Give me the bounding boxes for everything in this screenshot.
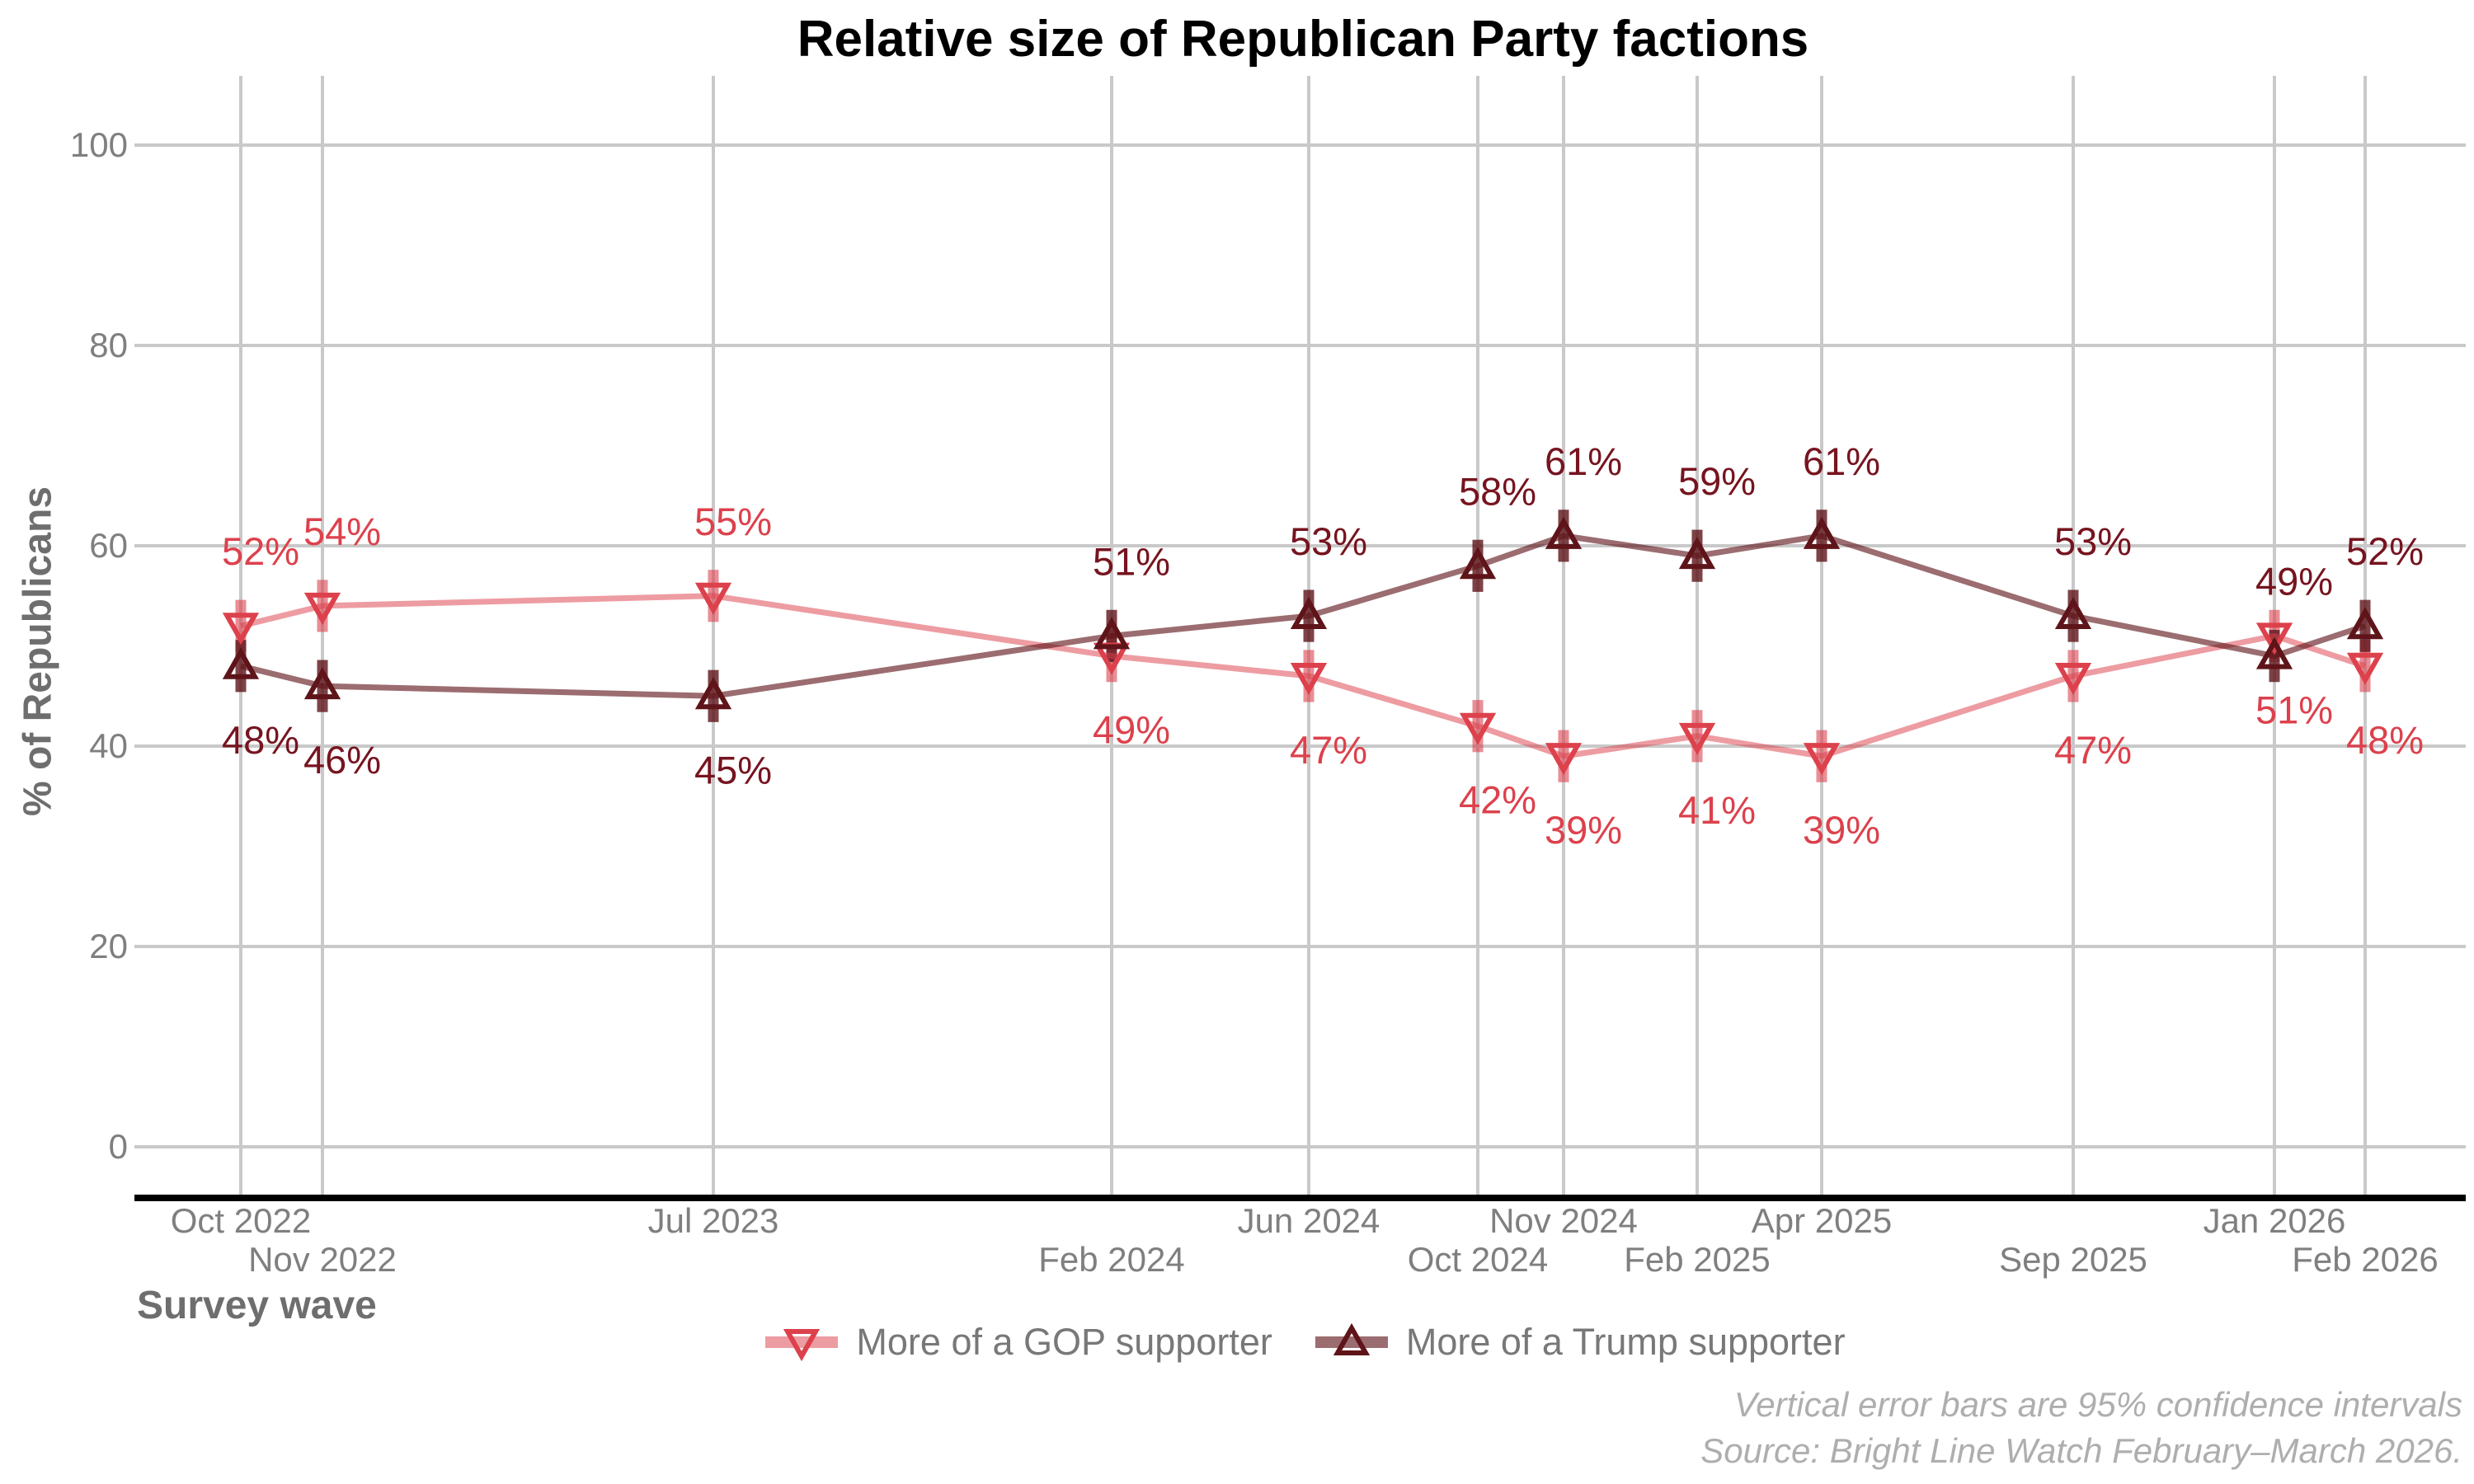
series-line-gop	[240, 593, 2367, 759]
y-tick-label: 80	[89, 326, 128, 364]
y-tick-label: 60	[89, 526, 128, 565]
marker-gop	[1803, 743, 1841, 776]
marker-trump	[1678, 537, 1716, 570]
chart-title: Relative size of Republican Party factio…	[797, 11, 1809, 68]
point-label-gop: 54%	[303, 510, 381, 553]
y-tick-label: 40	[89, 726, 128, 765]
point-label-gop: 52%	[222, 529, 299, 573]
marker-gop	[2346, 652, 2384, 685]
legend-item-gop: More of a GOP supporter	[760, 1319, 1272, 1365]
marker-gop	[222, 613, 260, 646]
x-tick-label: Oct 2024	[1408, 1240, 1548, 1279]
marker-trump	[2255, 636, 2293, 669]
x-axis-title: Survey wave	[137, 1284, 377, 1327]
point-label-trump: 61%	[1545, 439, 1622, 483]
point-label-gop: 51%	[2255, 688, 2333, 731]
legend-key-marker-gop	[783, 1329, 821, 1362]
point-label-trump: 53%	[1290, 519, 1367, 563]
point-label-trump: 51%	[1093, 539, 1170, 583]
point-label-gop: 47%	[2054, 728, 2132, 772]
marker-trump	[1803, 516, 1841, 549]
x-tick-label: Feb 2024	[1038, 1240, 1184, 1279]
marker-trump	[1459, 547, 1497, 580]
marker-gop	[2255, 622, 2293, 655]
marker-gop	[2054, 662, 2092, 696]
y-tick-label: 100	[70, 125, 128, 164]
marker-gop	[694, 582, 732, 615]
legend: More of a GOP supporter More of a Trump …	[140, 1319, 2466, 1365]
legend-label-gop: More of a GOP supporter	[856, 1321, 1272, 1363]
marker-trump	[1290, 596, 1328, 630]
caption-line-2: Source: Bright Line Watch February–March…	[1700, 1431, 2462, 1470]
x-tick-label: Apr 2025	[1752, 1201, 1892, 1240]
caption-line-1: Vertical error bars are 95% confidence i…	[1733, 1385, 2462, 1424]
legend-label-trump: More of a Trump supporter	[1405, 1321, 1846, 1363]
point-label-gop: 39%	[1803, 808, 1880, 852]
x-tick-label: Jul 2023	[648, 1201, 779, 1240]
point-label-gop: 48%	[2346, 718, 2424, 762]
point-label-gop: 41%	[1678, 788, 1756, 832]
point-label-gop: 55%	[694, 500, 772, 543]
marker-gop	[1290, 662, 1328, 696]
marker-trump	[694, 677, 732, 710]
marker-trump	[222, 646, 260, 679]
point-label-gop: 39%	[1545, 808, 1622, 852]
point-label-trump: 61%	[1803, 439, 1880, 483]
y-tick-label: 20	[89, 927, 128, 965]
x-tick-label: Sep 2025	[1999, 1240, 2147, 1279]
point-label-trump: 48%	[222, 718, 299, 762]
x-tick-label: Feb 2025	[1624, 1240, 1770, 1279]
marker-trump	[2346, 607, 2384, 640]
legend-item-trump: More of a Trump supporter	[1310, 1319, 1846, 1365]
gop-triangle-down-icon	[765, 1329, 839, 1362]
point-label-trump: 53%	[2054, 519, 2132, 563]
marker-gop	[1545, 743, 1583, 776]
point-label-gop: 49%	[1093, 708, 1170, 752]
point-label-trump: 59%	[1678, 459, 1756, 503]
x-tick-label: Jun 2024	[1238, 1201, 1380, 1240]
marker-trump	[303, 667, 341, 700]
marker-gop	[1678, 722, 1716, 755]
marker-trump	[2054, 596, 2092, 630]
caption: Vertical error bars are 95% confidence i…	[1700, 1382, 2462, 1474]
marker-trump	[1545, 516, 1583, 549]
point-label-gop: 47%	[1290, 728, 1367, 772]
point-label-trump: 46%	[303, 738, 381, 782]
x-tick-label: Nov 2024	[1489, 1201, 1638, 1240]
y-tick-label: 0	[109, 1127, 128, 1166]
point-label-trump: 58%	[1459, 469, 1536, 513]
legend-key-line-trump	[1315, 1336, 1388, 1348]
x-tick-label: Oct 2022	[171, 1201, 311, 1240]
marker-gop	[303, 592, 341, 625]
legend-key-line-gop	[765, 1336, 839, 1348]
series-line-trump	[240, 533, 2367, 699]
trump-triangle-up-icon	[1315, 1322, 1388, 1355]
x-tick-label: Feb 2026	[2292, 1240, 2438, 1279]
legend-key-marker-trump	[1333, 1322, 1370, 1355]
x-tick-label: Jan 2026	[2204, 1201, 2346, 1240]
point-label-gop: 42%	[1459, 778, 1536, 822]
marker-gop	[1459, 712, 1497, 745]
point-label-trump: 49%	[2255, 560, 2333, 603]
point-label-trump: 52%	[2346, 529, 2424, 573]
x-tick-label: Nov 2022	[248, 1240, 397, 1279]
point-label-trump: 45%	[694, 748, 772, 791]
marker-trump	[1093, 617, 1131, 650]
